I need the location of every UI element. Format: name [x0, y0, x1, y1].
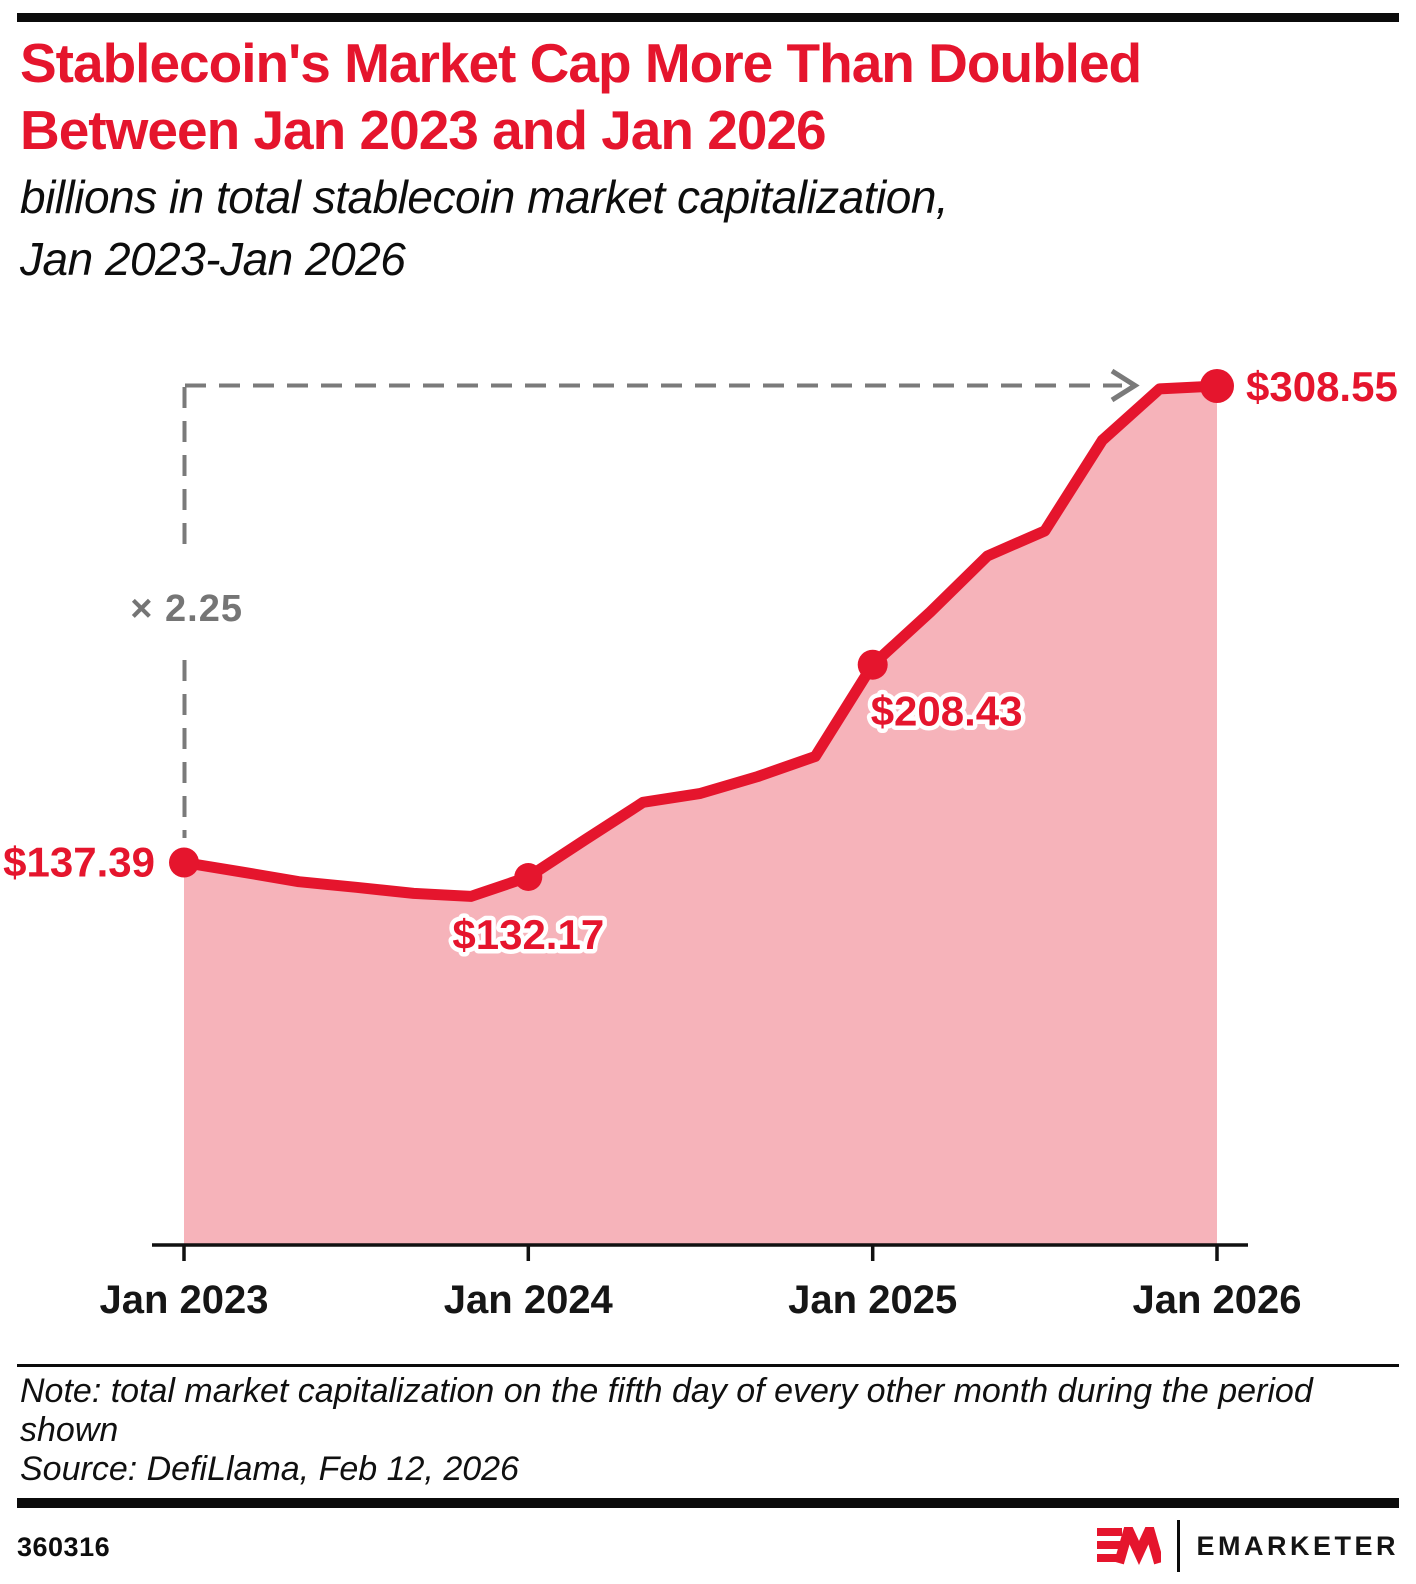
value-label-jan-2023: $137.39 — [3, 839, 155, 886]
x-tick-label-jan-2025: Jan 2025 — [788, 1278, 957, 1322]
footnote-divider — [17, 1364, 1399, 1367]
area-fill — [184, 386, 1217, 1245]
value-label-jan-2026: $308.55 — [1246, 363, 1398, 410]
chart-subtitle-line1: billions in total stablecoin market capi… — [20, 171, 949, 223]
page-title-line2: Between Jan 2023 and Jan 2026 — [20, 99, 827, 161]
chart-subtitle: billions in total stablecoin market capi… — [20, 166, 1350, 290]
top-accent-bar — [17, 13, 1399, 22]
brand-logo: EMARKETER — [1097, 1519, 1399, 1573]
chart-subtitle-line2: Jan 2023-Jan 2026 — [20, 233, 406, 285]
footnote: Note: total market capitalization on the… — [20, 1372, 1402, 1489]
note-text: Note: total market capitalization on the… — [20, 1372, 1313, 1449]
arrow-right-icon — [1110, 368, 1140, 403]
data-point-jan-2025 — [857, 649, 888, 680]
value-label-jan-2024: $132.17 — [452, 911, 604, 958]
stablecoin-market-cap-chart: × 2.25 $137.39 $132.17 $208.43 $308.55 J… — [3, 363, 1398, 1322]
data-point-jan-2024 — [514, 863, 543, 891]
x-tick-label-jan-2023: Jan 2023 — [99, 1278, 268, 1322]
logo-divider — [1177, 1520, 1181, 1572]
market-cap-line — [178, 380, 1223, 902]
growth-annotation — [182, 368, 1140, 838]
data-point-jan-2023 — [169, 847, 199, 878]
x-tick-label-jan-2024: Jan 2024 — [444, 1278, 614, 1322]
page-title-line1: Stablecoin's Market Cap More Than Double… — [20, 32, 1142, 94]
emarketer-em-icon — [1097, 1527, 1162, 1565]
brand-name: EMARKETER — [1196, 1530, 1399, 1561]
data-point-jan-2026 — [1200, 369, 1234, 403]
value-label-jan-2025: $208.43 — [871, 688, 1023, 735]
page-title: Stablecoin's Market Cap More Than Double… — [20, 30, 1350, 164]
data-points — [169, 369, 1234, 891]
multiplier-annotation: × 2.25 — [130, 588, 243, 630]
x-axis — [152, 1243, 1248, 1261]
source-text: Source: DefiLlama, Feb 12, 2026 — [20, 1450, 519, 1488]
chart-id: 360316 — [17, 1532, 111, 1562]
x-tick-label-jan-2026: Jan 2026 — [1132, 1278, 1301, 1322]
bottom-accent-bar — [17, 1498, 1399, 1508]
